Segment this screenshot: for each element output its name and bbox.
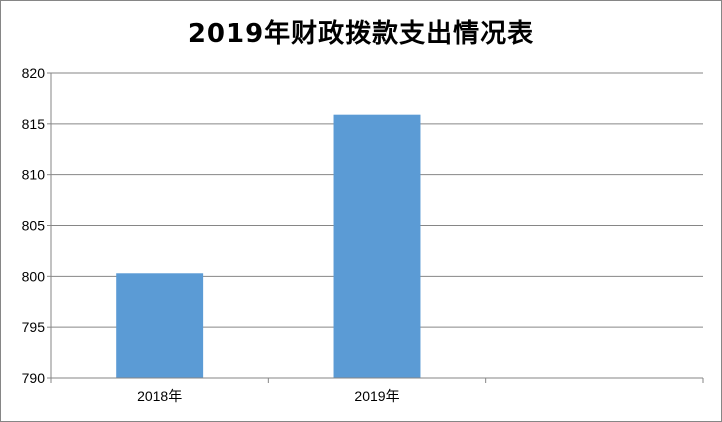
bar-2 — [333, 114, 421, 378]
chart-title: 2019年财政拨款支出情况表 — [187, 19, 535, 49]
y-tick-label: 815 — [22, 116, 46, 132]
y-tick-label: 820 — [22, 65, 46, 81]
y-tick-label: 795 — [22, 319, 46, 335]
tick-labels: 790 795 800 805 810 815 820 2018年 2019年 — [22, 65, 400, 404]
axes — [47, 72, 704, 383]
bars — [116, 114, 421, 378]
y-tick-label: 805 — [22, 218, 46, 234]
y-tick-label: 790 — [22, 370, 46, 386]
y-tick-label: 810 — [22, 167, 46, 183]
x-category-label: 2019年 — [354, 388, 399, 404]
x-category-label: 2018年 — [137, 388, 182, 404]
y-tick-label: 800 — [22, 268, 46, 284]
bar-1 — [116, 273, 204, 378]
